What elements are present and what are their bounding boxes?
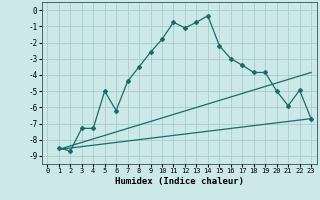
X-axis label: Humidex (Indice chaleur): Humidex (Indice chaleur) bbox=[115, 177, 244, 186]
